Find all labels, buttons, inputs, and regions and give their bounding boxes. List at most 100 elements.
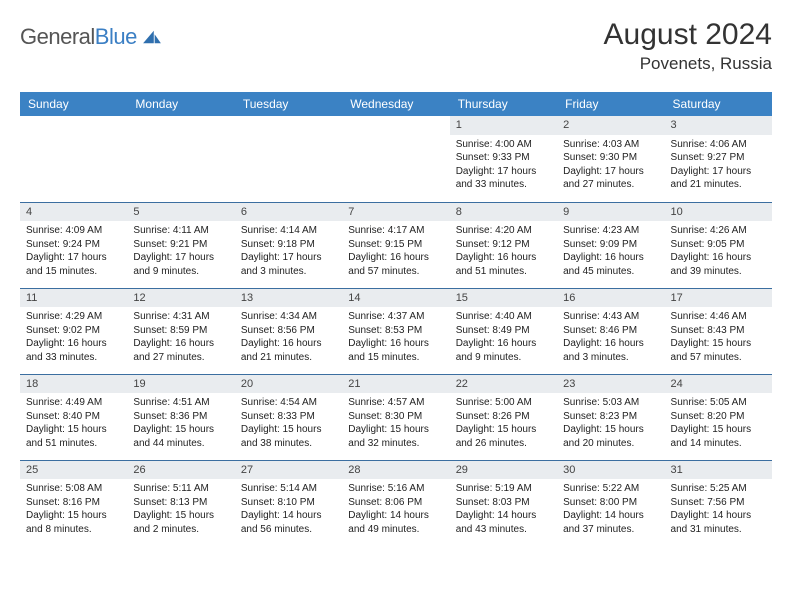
- daylight-text: Daylight: 16 hours and 51 minutes.: [456, 251, 551, 278]
- daylight-text: Daylight: 15 hours and 20 minutes.: [563, 423, 658, 450]
- daylight-text: Daylight: 16 hours and 45 minutes.: [563, 251, 658, 278]
- sunrise-text: Sunrise: 4:51 AM: [133, 396, 228, 410]
- calendar-header-row: Sunday Monday Tuesday Wednesday Thursday…: [20, 92, 772, 116]
- title-block: August 2024 Povenets, Russia: [604, 18, 772, 74]
- sunset-text: Sunset: 8:56 PM: [241, 324, 336, 338]
- calendar-day-cell: 16Sunrise: 4:43 AMSunset: 8:46 PMDayligh…: [557, 288, 664, 374]
- sunrise-text: Sunrise: 5:19 AM: [456, 482, 551, 496]
- daylight-text: Daylight: 16 hours and 33 minutes.: [26, 337, 121, 364]
- day-body: Sunrise: 5:25 AMSunset: 7:56 PMDaylight:…: [665, 479, 772, 540]
- sunrise-text: Sunrise: 4:43 AM: [563, 310, 658, 324]
- day-number: 23: [557, 375, 664, 394]
- sunrise-text: Sunrise: 4:17 AM: [348, 224, 443, 238]
- sunset-text: Sunset: 9:09 PM: [563, 238, 658, 252]
- sunrise-text: Sunrise: 4:20 AM: [456, 224, 551, 238]
- day-body: Sunrise: 4:51 AMSunset: 8:36 PMDaylight:…: [127, 393, 234, 454]
- brand-name-b: Blue: [95, 24, 137, 49]
- day-body: Sunrise: 4:31 AMSunset: 8:59 PMDaylight:…: [127, 307, 234, 368]
- sunrise-text: Sunrise: 5:16 AM: [348, 482, 443, 496]
- weekday-heading: Sunday: [20, 92, 127, 116]
- sunrise-text: Sunrise: 5:03 AM: [563, 396, 658, 410]
- sunrise-text: Sunrise: 4:37 AM: [348, 310, 443, 324]
- day-body: Sunrise: 4:54 AMSunset: 8:33 PMDaylight:…: [235, 393, 342, 454]
- calendar-day-cell: 6Sunrise: 4:14 AMSunset: 9:18 PMDaylight…: [235, 202, 342, 288]
- day-number: 4: [20, 203, 127, 222]
- daylight-text: Daylight: 16 hours and 39 minutes.: [671, 251, 766, 278]
- daylight-text: Daylight: 14 hours and 49 minutes.: [348, 509, 443, 536]
- sunset-text: Sunset: 8:33 PM: [241, 410, 336, 424]
- daylight-text: Daylight: 14 hours and 37 minutes.: [563, 509, 658, 536]
- sunset-text: Sunset: 8:46 PM: [563, 324, 658, 338]
- sunset-text: Sunset: 9:12 PM: [456, 238, 551, 252]
- sunrise-text: Sunrise: 4:40 AM: [456, 310, 551, 324]
- calendar-day-cell: 22Sunrise: 5:00 AMSunset: 8:26 PMDayligh…: [450, 374, 557, 460]
- daylight-text: Daylight: 14 hours and 56 minutes.: [241, 509, 336, 536]
- sunrise-text: Sunrise: 4:09 AM: [26, 224, 121, 238]
- daylight-text: Daylight: 16 hours and 57 minutes.: [348, 251, 443, 278]
- day-body: Sunrise: 4:00 AMSunset: 9:33 PMDaylight:…: [450, 135, 557, 196]
- calendar-day-cell: 13Sunrise: 4:34 AMSunset: 8:56 PMDayligh…: [235, 288, 342, 374]
- sunrise-text: Sunrise: 4:11 AM: [133, 224, 228, 238]
- day-number: 8: [450, 203, 557, 222]
- daylight-text: Daylight: 15 hours and 51 minutes.: [26, 423, 121, 450]
- day-body: Sunrise: 4:09 AMSunset: 9:24 PMDaylight:…: [20, 221, 127, 282]
- sunset-text: Sunset: 8:06 PM: [348, 496, 443, 510]
- day-number: 31: [665, 461, 772, 480]
- sunset-text: Sunset: 8:20 PM: [671, 410, 766, 424]
- daylight-text: Daylight: 15 hours and 38 minutes.: [241, 423, 336, 450]
- sunrise-text: Sunrise: 5:11 AM: [133, 482, 228, 496]
- calendar-day-cell: 17Sunrise: 4:46 AMSunset: 8:43 PMDayligh…: [665, 288, 772, 374]
- sunset-text: Sunset: 8:16 PM: [26, 496, 121, 510]
- calendar-day-cell: 19Sunrise: 4:51 AMSunset: 8:36 PMDayligh…: [127, 374, 234, 460]
- title-month: August 2024: [604, 18, 772, 52]
- day-body: Sunrise: 4:49 AMSunset: 8:40 PMDaylight:…: [20, 393, 127, 454]
- sunset-text: Sunset: 8:49 PM: [456, 324, 551, 338]
- day-number: 15: [450, 289, 557, 308]
- day-body: Sunrise: 5:11 AMSunset: 8:13 PMDaylight:…: [127, 479, 234, 540]
- day-number: 7: [342, 203, 449, 222]
- daylight-text: Daylight: 15 hours and 14 minutes.: [671, 423, 766, 450]
- calendar-day-cell: 10Sunrise: 4:26 AMSunset: 9:05 PMDayligh…: [665, 202, 772, 288]
- day-number: 10: [665, 203, 772, 222]
- calendar-day-cell: [127, 116, 234, 202]
- daylight-text: Daylight: 15 hours and 26 minutes.: [456, 423, 551, 450]
- calendar-day-cell: 12Sunrise: 4:31 AMSunset: 8:59 PMDayligh…: [127, 288, 234, 374]
- day-body: Sunrise: 5:08 AMSunset: 8:16 PMDaylight:…: [20, 479, 127, 540]
- calendar-day-cell: 8 Sunrise: 4:20 AMSunset: 9:12 PMDaylight…: [450, 202, 557, 288]
- sunset-text: Sunset: 9:18 PM: [241, 238, 336, 252]
- calendar-day-cell: 7 Sunrise: 4:17 AMSunset: 9:15 PMDaylight…: [342, 202, 449, 288]
- weekday-heading: Thursday: [450, 92, 557, 116]
- sunset-text: Sunset: 9:15 PM: [348, 238, 443, 252]
- daylight-text: Daylight: 14 hours and 43 minutes.: [456, 509, 551, 536]
- day-body: Sunrise: 5:19 AMSunset: 8:03 PMDaylight:…: [450, 479, 557, 540]
- calendar-week-row: 11Sunrise: 4:29 AMSunset: 9:02 PMDayligh…: [20, 288, 772, 374]
- sunrise-text: Sunrise: 4:49 AM: [26, 396, 121, 410]
- day-body: Sunrise: 5:16 AMSunset: 8:06 PMDaylight:…: [342, 479, 449, 540]
- sunrise-text: Sunrise: 5:22 AM: [563, 482, 658, 496]
- day-body: Sunrise: 4:11 AMSunset: 9:21 PMDaylight:…: [127, 221, 234, 282]
- day-body: Sunrise: 5:00 AMSunset: 8:26 PMDaylight:…: [450, 393, 557, 454]
- sunrise-text: Sunrise: 4:00 AM: [456, 138, 551, 152]
- sunset-text: Sunset: 8:53 PM: [348, 324, 443, 338]
- sunset-text: Sunset: 8:00 PM: [563, 496, 658, 510]
- sunrise-text: Sunrise: 5:25 AM: [671, 482, 766, 496]
- day-number: 22: [450, 375, 557, 394]
- day-number: 20: [235, 375, 342, 394]
- calendar-day-cell: 26Sunrise: 5:11 AMSunset: 8:13 PMDayligh…: [127, 460, 234, 546]
- sunset-text: Sunset: 8:40 PM: [26, 410, 121, 424]
- day-body: Sunrise: 5:22 AMSunset: 8:00 PMDaylight:…: [557, 479, 664, 540]
- day-body: Sunrise: 4:26 AMSunset: 9:05 PMDaylight:…: [665, 221, 772, 282]
- day-number: 13: [235, 289, 342, 308]
- sunset-text: Sunset: 8:26 PM: [456, 410, 551, 424]
- sunset-text: Sunset: 9:24 PM: [26, 238, 121, 252]
- calendar-day-cell: 28Sunrise: 5:16 AMSunset: 8:06 PMDayligh…: [342, 460, 449, 546]
- day-number: 9: [557, 203, 664, 222]
- daylight-text: Daylight: 16 hours and 9 minutes.: [456, 337, 551, 364]
- calendar-table: Sunday Monday Tuesday Wednesday Thursday…: [20, 92, 772, 546]
- sunrise-text: Sunrise: 4:26 AM: [671, 224, 766, 238]
- day-number: 17: [665, 289, 772, 308]
- day-number: 3: [665, 116, 772, 135]
- daylight-text: Daylight: 17 hours and 27 minutes.: [563, 165, 658, 192]
- calendar-day-cell: [235, 116, 342, 202]
- calendar-day-cell: 31Sunrise: 5:25 AMSunset: 7:56 PMDayligh…: [665, 460, 772, 546]
